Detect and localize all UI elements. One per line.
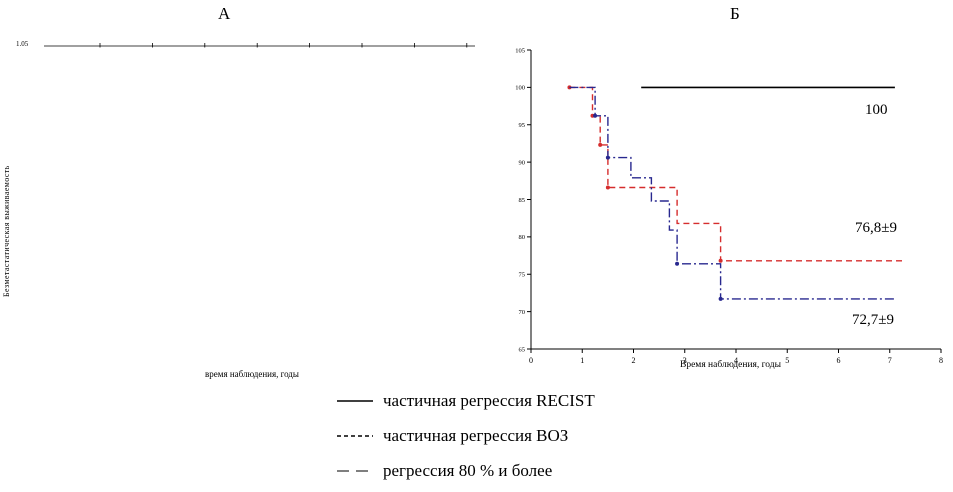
svg-text:6: 6 <box>837 356 841 365</box>
legend: частичная регрессия RECIST частичная рег… <box>336 389 595 492</box>
svg-text:1: 1 <box>580 356 584 365</box>
svg-text:65: 65 <box>519 346 526 353</box>
legend-label-who: частичная регрессия ВОЗ <box>383 426 569 445</box>
legend-item-who: частичная регрессия ВОЗ <box>336 424 595 448</box>
svg-text:7: 7 <box>888 356 892 365</box>
svg-text:90: 90 <box>519 159 526 166</box>
svg-text:75: 75 <box>519 272 526 279</box>
svg-text:100: 100 <box>515 85 525 92</box>
svg-text:105: 105 <box>515 47 525 54</box>
panel-b-label: Б <box>730 4 740 23</box>
survival-chart: 65 70 75 80 85 90 95 100 105 0 1 2 3 4 5 6 7 8 <box>515 47 943 365</box>
annotation-who-value: 76,8±9 <box>855 220 897 236</box>
svg-text:5: 5 <box>785 356 789 365</box>
svg-text:95: 95 <box>519 122 526 129</box>
panel-a-label: А <box>218 4 231 23</box>
svg-text:0: 0 <box>529 356 533 365</box>
legend-dashed-line-icon <box>337 435 373 437</box>
panel-b: 65 70 75 80 85 90 95 100 105 0 1 2 3 4 5 6 7 8 100 76,8±9… <box>505 40 953 392</box>
svg-text:4: 4 <box>734 356 738 365</box>
panel-a-y-axis-label: Безметастатическая выживаемость <box>2 165 11 297</box>
panel-a-x-axis-label: время наблюдения, годы <box>205 369 299 379</box>
legend-longdash-line-icon <box>337 470 373 472</box>
svg-text:3: 3 <box>683 356 687 365</box>
annotation-recist-value: 100 <box>865 102 888 118</box>
svg-text:85: 85 <box>519 197 526 204</box>
annotation-reg80-value: 72,7±9 <box>852 312 894 328</box>
svg-text:80: 80 <box>519 234 526 241</box>
legend-label-recist: частичная регрессия RECIST <box>383 391 595 410</box>
panel-a-axis-value-label: 1.05 <box>16 40 29 48</box>
svg-text:70: 70 <box>519 309 526 316</box>
panel-b-x-axis-label: Время наблюдения, годы <box>680 360 782 370</box>
legend-label-reg80: регрессия 80 % и более <box>383 461 553 480</box>
legend-item-recist: частичная регрессия RECIST <box>336 389 595 413</box>
legend-solid-line-icon <box>337 400 373 402</box>
legend-item-reg80: регрессия 80 % и более <box>336 459 595 483</box>
svg-text:2: 2 <box>632 356 636 365</box>
panel-a-axis-line <box>44 43 475 48</box>
svg-text:8: 8 <box>939 356 943 365</box>
